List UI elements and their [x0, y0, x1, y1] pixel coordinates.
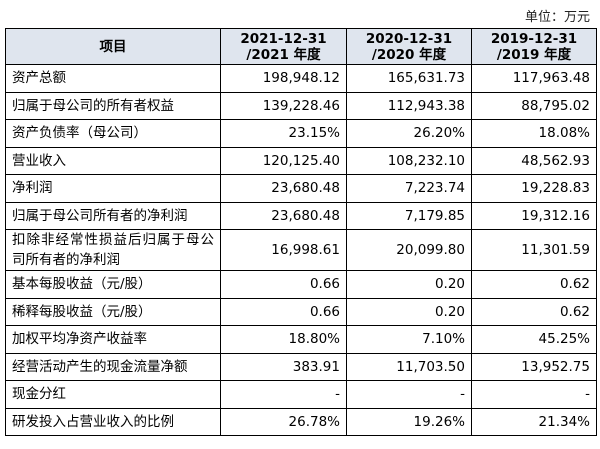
value-cell: 19.26% — [346, 407, 472, 436]
value-cell: 45.25% — [471, 325, 597, 354]
value-cell: 16,998.61 — [220, 229, 347, 271]
value-cell: 11,703.50 — [346, 352, 472, 381]
table-row: 扣除非经常性损益后归属于母公司所有者的净利润 16,998.61 20,099.80… — [5, 229, 597, 271]
table-row: 经营活动产生的现金流量净额 383.91 11,703.50 13,952.75 — [5, 352, 597, 381]
table-row: 研发投入占营业收入的比例 26.78% 19.26% 21.34% — [5, 407, 597, 436]
header-line: 2021-12-31 — [240, 30, 327, 47]
value-cell: 198,948.12 — [220, 64, 347, 93]
label-cell: 研发投入占营业收入的比例 — [5, 407, 221, 436]
header-line: 2020-12-31 — [365, 30, 453, 47]
value-cell: 139,228.46 — [220, 91, 347, 120]
header-cell: 2020-12-31/2020 年度 — [346, 28, 472, 65]
table-row: 稀释每股收益（元/股） 0.66 0.20 0.62 — [5, 297, 597, 326]
value-cell: 0.66 — [220, 297, 347, 326]
table-row: 基本每股收益（元/股） 0.66 0.20 0.62 — [5, 270, 597, 299]
value-cell: 0.20 — [346, 270, 472, 299]
value-cell: 7.10% — [346, 325, 472, 354]
value-cell: 0.66 — [220, 270, 347, 299]
table-body: 资产总额 198,948.12 165,631.73 117,963.48 归属于母公司… — [5, 64, 597, 436]
value-cell: 19,312.16 — [471, 201, 597, 230]
table-row: 加权平均净资产收益率 18.80% 7.10% 45.25% — [5, 325, 597, 354]
table-row: 营业收入 120,125.40 108,232.10 48,562.93 — [5, 146, 597, 175]
unit-label: 单位：万元 — [524, 10, 590, 25]
table-row: 归属于母公司的所有者权益 139,228.46 112,943.38 88,795.0… — [5, 91, 597, 120]
label-cell: 净利润 — [5, 174, 221, 203]
value-cell: 13,952.75 — [471, 352, 597, 381]
label-cell: 加权平均净资产收益率 — [5, 325, 221, 354]
header-cell: 项目 — [5, 28, 221, 65]
table-row: 归属于母公司所有者的净利润 23,680.48 7,179.85 19,312.16 — [5, 201, 597, 230]
label-cell: 稀释每股收益（元/股） — [5, 297, 221, 326]
value-cell: 23,680.48 — [220, 201, 347, 230]
value-cell: 48,562.93 — [471, 146, 597, 175]
table-row: 资产总额 198,948.12 165,631.73 117,963.48 — [5, 64, 597, 93]
header-cell: 2021-12-31/2021 年度 — [220, 28, 347, 65]
value-cell: 21.34% — [471, 407, 597, 436]
label-cell: 营业收入 — [5, 146, 221, 175]
value-cell: 23,680.48 — [220, 174, 347, 203]
header-line: /2020 年度 — [371, 46, 447, 63]
value-cell: 18.80% — [220, 325, 347, 354]
value-cell: 0.20 — [346, 297, 472, 326]
label-cell: 归属于母公司所有者的净利润 — [5, 201, 221, 230]
value-cell: 26.78% — [220, 407, 347, 436]
value-cell: 7,179.85 — [346, 201, 472, 230]
label-cell: 基本每股收益（元/股） — [5, 270, 221, 299]
table-row: 资产负债率（母公司） 23.15% 26.20% 18.08% — [5, 119, 597, 148]
header-cell: 2019-12-31/2019 年度 — [471, 28, 597, 65]
value-cell: 88,795.02 — [471, 91, 597, 120]
header-line: 2019-12-31 — [490, 30, 578, 47]
value-cell: 108,232.10 — [346, 146, 472, 175]
value-cell: 18.08% — [471, 119, 597, 148]
value-cell: - — [471, 380, 597, 409]
header-row: 项目 2021-12-31/2021 年度 2020-12-31/2020 年度 20… — [5, 28, 597, 65]
value-cell: - — [220, 380, 347, 409]
value-cell: 117,963.48 — [471, 64, 597, 93]
value-cell: 7,223.74 — [346, 174, 472, 203]
value-cell: 120,125.40 — [220, 146, 347, 175]
label-cell: 扣除非经常性损益后归属于母公司所有者的净利润 — [5, 229, 221, 271]
header-line: /2021 年度 — [246, 46, 321, 63]
value-cell: 11,301.59 — [471, 229, 597, 271]
value-cell: 0.62 — [471, 270, 597, 299]
value-cell: 383.91 — [220, 352, 347, 381]
value-cell: 23.15% — [220, 119, 347, 148]
label-cell: 资产负债率（母公司） — [5, 119, 221, 148]
value-cell: - — [346, 380, 472, 409]
table-row: 净利润 23,680.48 7,223.74 19,228.83 — [5, 174, 597, 203]
data-table: 项目 2021-12-31/2021 年度 2020-12-31/2020 年度 20… — [5, 28, 597, 436]
label-cell: 归属于母公司的所有者权益 — [5, 91, 221, 120]
value-cell: 112,943.38 — [346, 91, 472, 120]
header-line: /2019 年度 — [496, 46, 572, 63]
label-cell: 资产总额 — [5, 64, 221, 93]
value-cell: 20,099.80 — [346, 229, 472, 271]
value-cell: 165,631.73 — [346, 64, 472, 93]
label-cell: 经营活动产生的现金流量净额 — [5, 352, 221, 381]
label-cell: 现金分红 — [5, 380, 221, 409]
value-cell: 26.20% — [346, 119, 472, 148]
value-cell: 19,228.83 — [471, 174, 597, 203]
table-row: 现金分红 - - - — [5, 380, 597, 409]
value-cell: 0.62 — [471, 297, 597, 326]
